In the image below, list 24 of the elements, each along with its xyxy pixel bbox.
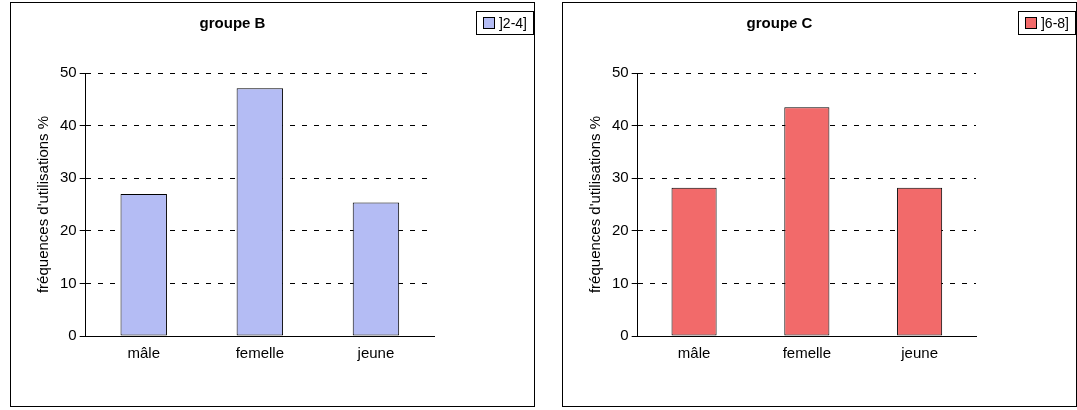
x-tick-label: femelle — [235, 344, 285, 362]
chart-title: groupe C — [746, 14, 813, 32]
legend-label: ]6-8] — [1040, 15, 1069, 31]
x-tick-label: femelle — [782, 344, 832, 362]
x-tick-label: jeune — [356, 344, 395, 362]
x-tick-label: mâle — [677, 344, 711, 362]
chart-title: groupe B — [199, 14, 266, 32]
y-tick-label: 50 — [60, 63, 77, 81]
legend-label: ]2-4] — [498, 15, 527, 31]
y-tick-label: 10 — [60, 273, 77, 291]
y-tick-label: 40 — [612, 115, 629, 133]
y-tick-label: 20 — [612, 220, 629, 238]
y-tick-label: 40 — [60, 115, 77, 133]
y-axis-title: fréquences d'utilisations % — [34, 115, 52, 294]
y-tick-label: 50 — [612, 63, 629, 81]
y-tick-label: 10 — [612, 273, 629, 291]
y-tick-label: 30 — [60, 168, 77, 186]
y-tick-label: 30 — [612, 168, 629, 186]
x-tick-label: jeune — [900, 344, 938, 362]
y-tick-label: 0 — [68, 326, 77, 344]
y-tick-label: 0 — [620, 326, 629, 344]
y-axis-title: fréquences d'utilisations % — [586, 115, 604, 294]
x-tick-label: mâle — [127, 344, 160, 362]
y-tick-label: 20 — [60, 220, 77, 238]
